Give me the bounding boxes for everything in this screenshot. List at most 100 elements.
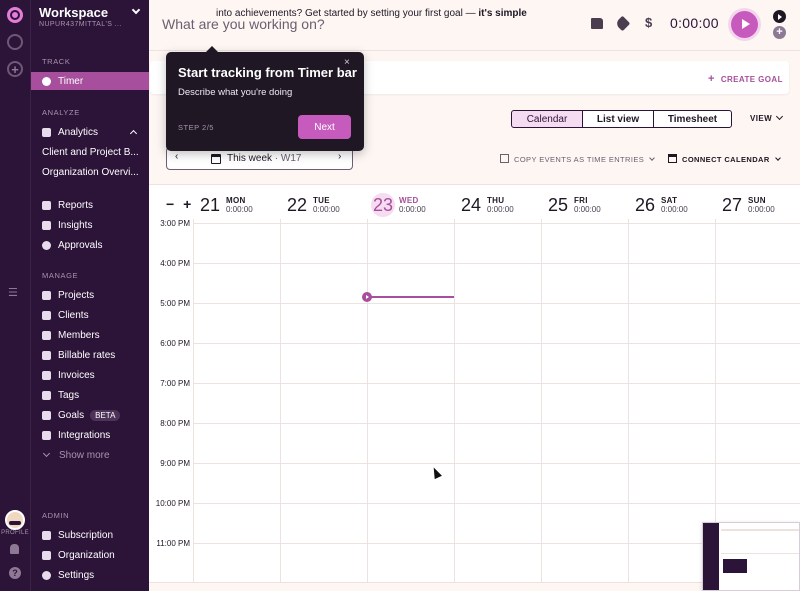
zoom-controls: − + <box>166 196 191 212</box>
sidebar-item-timer[interactable]: Timer <box>31 72 150 90</box>
collapse-sidebar-icon[interactable]: ☰ <box>8 287 18 299</box>
sidebar-item-label: Organization Overvi... <box>42 166 139 178</box>
day-number: 25 <box>547 194 569 215</box>
sidebar-item-projects[interactable]: Projects <box>31 286 150 304</box>
sidebar-item-goals[interactable]: Goals BETA <box>31 406 150 424</box>
copy-events-label: COPY EVENTS AS TIME ENTRIES <box>514 155 645 164</box>
day-header-sun[interactable]: 27 SUN 0:00:00 <box>720 193 775 217</box>
chevron-up-icon[interactable] <box>129 129 138 138</box>
sidebar-item-label: Members <box>58 329 100 341</box>
tag-icon <box>42 390 51 400</box>
tooltip-step: STEP 2/5 <box>178 123 214 132</box>
day-name: SAT <box>661 196 678 205</box>
help-icon[interactable]: ? <box>9 567 21 579</box>
day-name: SUN <box>748 196 766 205</box>
start-timer-button[interactable] <box>731 11 758 38</box>
day-total: 0:00:00 <box>574 205 601 214</box>
sidebar-item-label: Integrations <box>58 429 111 441</box>
sidebar-item-label: Approvals <box>58 239 103 251</box>
create-goal-label: CREATE GOAL <box>720 75 783 84</box>
next-week-button[interactable]: › <box>338 151 342 162</box>
day-header-thu[interactable]: 24 THU 0:00:00 <box>459 193 514 217</box>
description-input[interactable]: What are you working on? <box>162 16 325 32</box>
day-total: 0:00:00 <box>661 205 688 214</box>
folder-icon[interactable] <box>591 18 603 29</box>
sidebar-item-organization-overview[interactable]: Organization Overvi... <box>31 163 150 181</box>
view-dropdown[interactable]: VIEW <box>750 114 782 123</box>
thumbnail-header <box>721 529 799 531</box>
grid-divider <box>193 383 800 384</box>
sidebar-item-subscription[interactable]: Subscription <box>31 526 150 544</box>
copy-events-button[interactable]: COPY EVENTS AS TIME ENTRIES <box>500 154 655 164</box>
onboarding-tooltip: × Start tracking from Timer bar Describe… <box>166 46 364 151</box>
building-icon <box>42 550 51 560</box>
sidebar-item-approvals[interactable]: Approvals <box>31 236 150 254</box>
bell-icon[interactable] <box>10 544 19 554</box>
sidebar-item-tags[interactable]: Tags <box>31 386 150 404</box>
chevron-down-icon <box>774 155 781 161</box>
hour-label: 10:00 PM <box>155 499 190 508</box>
sidebar-item-billable-rates[interactable]: Billable rates <box>31 346 150 364</box>
workspace-subtitle: NUPUR437MITTAL'S ... <box>39 21 122 28</box>
next-button[interactable]: Next <box>298 115 351 139</box>
grid-divider <box>193 503 800 504</box>
copy-icon <box>500 154 509 163</box>
week-picker: ‹ This week · W17 › <box>166 147 353 170</box>
bar-chart-icon <box>42 127 51 137</box>
client-icon <box>42 310 51 320</box>
chevron-down-icon <box>42 449 51 458</box>
week-label[interactable]: This week · W17 <box>227 153 302 164</box>
create-goal-button[interactable]: + CREATE GOAL <box>708 73 783 85</box>
billable-dollar-icon[interactable]: $ <box>645 15 653 30</box>
sidebar-item-organization[interactable]: Organization <box>31 546 150 564</box>
sidebar-item-invoices[interactable]: Invoices <box>31 366 150 384</box>
manual-mode-plus-icon[interactable]: + <box>773 26 786 39</box>
close-icon[interactable]: × <box>344 57 350 68</box>
workspace-title[interactable]: Workspace <box>39 5 109 20</box>
sidebar-item-client-project[interactable]: Client and Project B... <box>31 143 150 161</box>
calendar-icon <box>211 154 221 164</box>
toggl-logo-icon[interactable] <box>7 7 23 23</box>
sidebar-item-label: Goals <box>58 409 85 421</box>
chevron-down-icon[interactable] <box>131 5 141 15</box>
sidebar-show-more[interactable]: Show more <box>31 446 150 464</box>
gear-icon <box>42 570 51 580</box>
sidebar-item-label: Billable rates <box>58 349 116 361</box>
puzzle-icon <box>42 430 51 440</box>
sidebar-item-reports[interactable]: Reports <box>31 196 150 214</box>
day-header-wed[interactable]: 23 WED 0:00:00 <box>371 193 426 217</box>
timer-rail-icon[interactable] <box>7 34 23 50</box>
sidebar-item-insights[interactable]: Insights <box>31 216 150 234</box>
avatar[interactable] <box>5 510 25 530</box>
grid-divider <box>628 219 629 582</box>
check-circle-icon <box>42 240 51 250</box>
sidebar-item-integrations[interactable]: Integrations <box>31 426 150 444</box>
day-total: 0:00:00 <box>399 205 426 214</box>
zoom-out-button[interactable]: − <box>166 196 175 212</box>
sidebar-item-label: Organization <box>58 549 115 561</box>
grid-divider <box>193 463 800 464</box>
tab-timesheet[interactable]: Timesheet <box>653 110 732 128</box>
tab-list-view[interactable]: List view <box>583 110 654 128</box>
connect-calendar-button[interactable]: CONNECT CALENDAR <box>668 154 781 164</box>
sidebar-item-members[interactable]: Members <box>31 326 150 344</box>
prev-week-button[interactable]: ‹ <box>175 151 179 162</box>
zoom-in-button[interactable]: + <box>183 196 192 212</box>
current-time-play-icon[interactable] <box>362 292 372 302</box>
sidebar-item-analytics[interactable]: Analytics <box>31 123 150 141</box>
day-header-mon[interactable]: 21 MON 0:00:00 <box>198 193 253 217</box>
banner-text-bold: it's simple <box>478 8 527 19</box>
tag-icon[interactable] <box>614 15 631 32</box>
tab-calendar[interactable]: Calendar <box>511 110 583 128</box>
add-rail-icon[interactable]: + <box>7 61 23 77</box>
timer-mode-play-icon[interactable] <box>773 10 786 23</box>
sidebar-item-clients[interactable]: Clients <box>31 306 150 324</box>
hour-label: 4:00 PM <box>160 259 190 268</box>
grid-divider <box>193 219 194 582</box>
hour-label: 8:00 PM <box>160 419 190 428</box>
day-header-tue[interactable]: 22 TUE 0:00:00 <box>285 193 340 217</box>
current-time-line <box>370 296 454 298</box>
day-header-fri[interactable]: 25 FRI 0:00:00 <box>546 193 601 217</box>
sidebar-item-settings[interactable]: Settings <box>31 566 150 584</box>
day-header-sat[interactable]: 26 SAT 0:00:00 <box>633 193 688 217</box>
